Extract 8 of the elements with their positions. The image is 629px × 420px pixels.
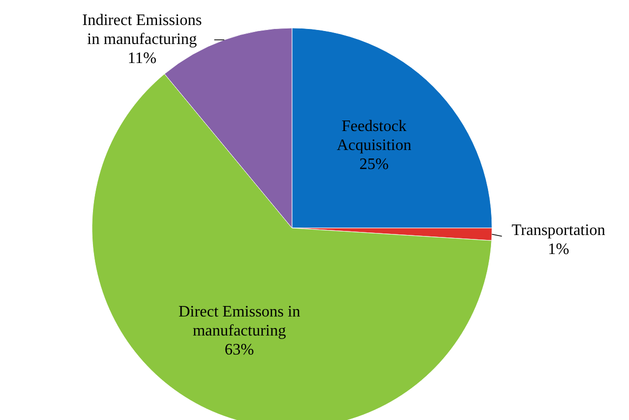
data-label: 63% [224, 341, 254, 358]
slice-label: Transportation [512, 221, 606, 238]
data-label: 1% [548, 240, 570, 258]
data-label: 25% [359, 156, 389, 173]
data-label: 11% [128, 49, 156, 66]
slice-label: Feedstock Acquisition [336, 118, 412, 154]
slice-label: Indirect Emissions in manufacturing [82, 11, 202, 48]
slice-label: Direct Emissons in manufacturing [178, 303, 300, 340]
